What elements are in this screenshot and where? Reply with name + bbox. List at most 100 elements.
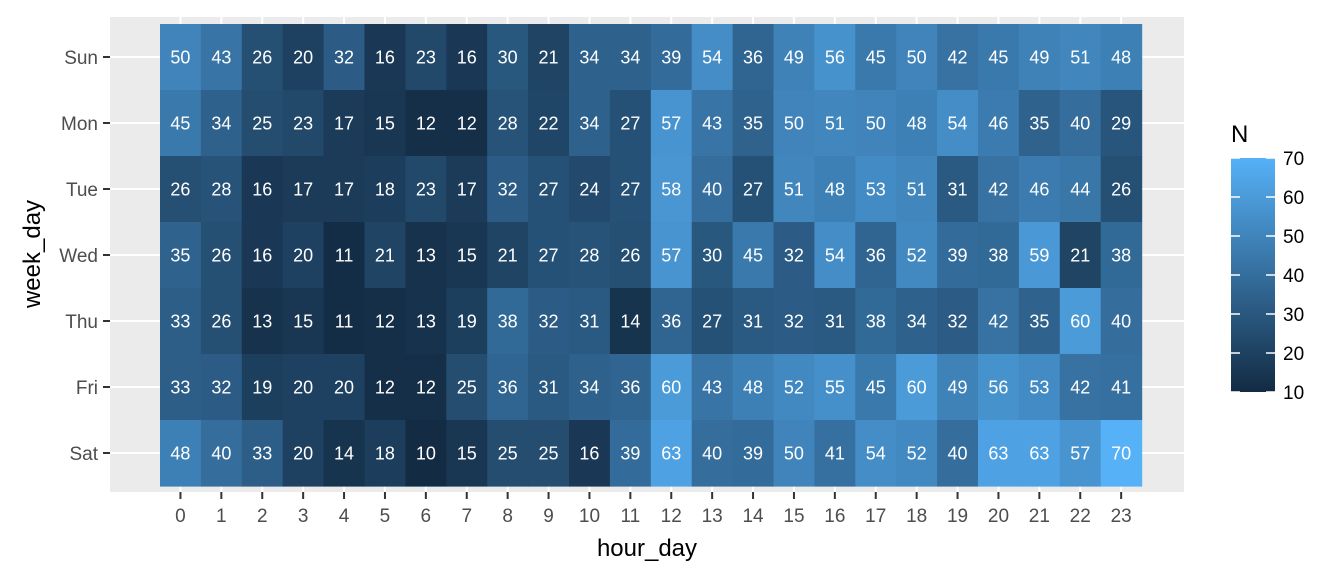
cell-value-label: 16 [579, 444, 599, 464]
cell-value-label: 31 [743, 312, 763, 332]
x-tick-label: 18 [906, 506, 927, 527]
cell-value-label: 11 [335, 312, 354, 332]
heatmap-cell [1018, 24, 1061, 91]
cell-value-label: 17 [334, 180, 354, 200]
heatmap-cell [405, 354, 447, 421]
heatmap-cell [364, 90, 406, 157]
cell-value-label: 19 [252, 378, 272, 398]
cell-value-label: 57 [661, 246, 681, 266]
heatmap-cell [200, 156, 243, 223]
x-tick-label: 21 [1029, 506, 1050, 527]
cell-value-label: 56 [988, 378, 1008, 398]
cell-value-label: 40 [1070, 114, 1090, 134]
y-axis: Sun Mon Tue Wed Thu Fri Sat [59, 48, 110, 465]
heatmap-cell [609, 222, 652, 289]
heatmap-cell [200, 90, 243, 157]
heatmap-cell [937, 354, 979, 421]
cell-value-label: 13 [416, 246, 436, 266]
cell-value-label: 57 [661, 114, 681, 134]
heatmap-cell [650, 156, 693, 223]
heatmap-cell [896, 222, 938, 289]
heatmap-cell [528, 420, 570, 487]
cell-value-label: 35 [743, 114, 763, 134]
cell-value-label: 50 [784, 114, 804, 134]
cell-value-label: 42 [1070, 378, 1090, 398]
cell-value-label: 20 [334, 378, 354, 398]
heatmap-cell [1059, 354, 1102, 421]
heatmap-cell [446, 288, 488, 355]
heatmap-cell [241, 354, 284, 421]
cell-value-label: 53 [866, 180, 886, 200]
heatmap-cell [814, 420, 856, 487]
cell-value-label: 42 [948, 48, 968, 68]
heatmap-cell [282, 156, 325, 223]
heatmap-cell [650, 222, 693, 289]
heatmap-cell [282, 288, 325, 355]
cell-value-label: 42 [988, 180, 1008, 200]
cell-value-label: 48 [1111, 48, 1131, 68]
heatmap-cell [1018, 90, 1061, 157]
heatmap-cell [160, 420, 202, 487]
heatmap-cell [732, 90, 775, 157]
heatmap-cell [200, 288, 243, 355]
cell-value-label: 17 [293, 180, 313, 200]
heatmap-cell [978, 24, 1020, 91]
heatmap-cell [732, 420, 775, 487]
heatmap-cell [364, 354, 406, 421]
cell-value-label: 58 [661, 180, 681, 200]
cell-value-label: 21 [539, 48, 559, 68]
cell-value-label: 15 [375, 114, 395, 134]
cell-value-label: 34 [579, 114, 599, 134]
cell-value-label: 45 [988, 48, 1008, 68]
cell-value-label: 35 [170, 246, 190, 266]
heatmap-cell [1059, 156, 1102, 223]
cell-value-label: 35 [1029, 312, 1049, 332]
x-tick-label: 3 [298, 506, 309, 527]
heatmap-cell [814, 288, 856, 355]
cell-value-label: 32 [498, 180, 518, 200]
heatmap-cell [528, 354, 570, 421]
cell-value-label: 26 [620, 246, 640, 266]
heatmap-cell [528, 156, 570, 223]
cell-value-label: 49 [948, 378, 968, 398]
cell-value-label: 31 [825, 312, 845, 332]
heatmap-cell [200, 420, 243, 487]
cell-value-label: 31 [948, 180, 968, 200]
cell-value-label: 12 [416, 114, 436, 134]
heatmap-cell [282, 90, 325, 157]
cell-value-label: 35 [1029, 114, 1049, 134]
heatmap-cell [650, 90, 693, 157]
heatmap-cell [323, 24, 366, 91]
x-tick-label: 7 [461, 506, 472, 527]
heatmap-cell [650, 24, 693, 91]
cell-value-label: 38 [1111, 246, 1131, 266]
cell-value-label: 70 [1111, 444, 1131, 464]
heatmap-cell [609, 156, 652, 223]
cell-value-label: 63 [988, 444, 1008, 464]
x-tick-label: 6 [421, 506, 432, 527]
heatmap-cell [937, 222, 979, 289]
cell-value-label: 51 [907, 180, 927, 200]
cell-value-label: 46 [988, 114, 1008, 134]
heatmap-cell [241, 288, 284, 355]
cell-value-label: 45 [866, 48, 886, 68]
cell-value-label: 34 [579, 378, 599, 398]
heatmap-cell [937, 288, 979, 355]
heatmap-cell [855, 288, 897, 355]
cell-value-label: 21 [1070, 246, 1090, 266]
x-tick-label: 16 [824, 506, 845, 527]
heatmap-cell [160, 24, 202, 91]
cell-value-label: 15 [457, 246, 477, 266]
cell-value-label: 43 [702, 114, 722, 134]
heatmap-cell [323, 288, 366, 355]
heatmap-cell [896, 354, 938, 421]
cell-value-label: 14 [620, 312, 640, 332]
heatmap-cell [773, 222, 815, 289]
heatmap-cell [1100, 90, 1143, 157]
heatmap-cell [405, 90, 447, 157]
heatmap-cell [896, 420, 938, 487]
heatmap-cell [937, 420, 979, 487]
heatmap-cell [773, 156, 815, 223]
heatmap-cell [691, 288, 734, 355]
heatmap-cell [405, 222, 447, 289]
